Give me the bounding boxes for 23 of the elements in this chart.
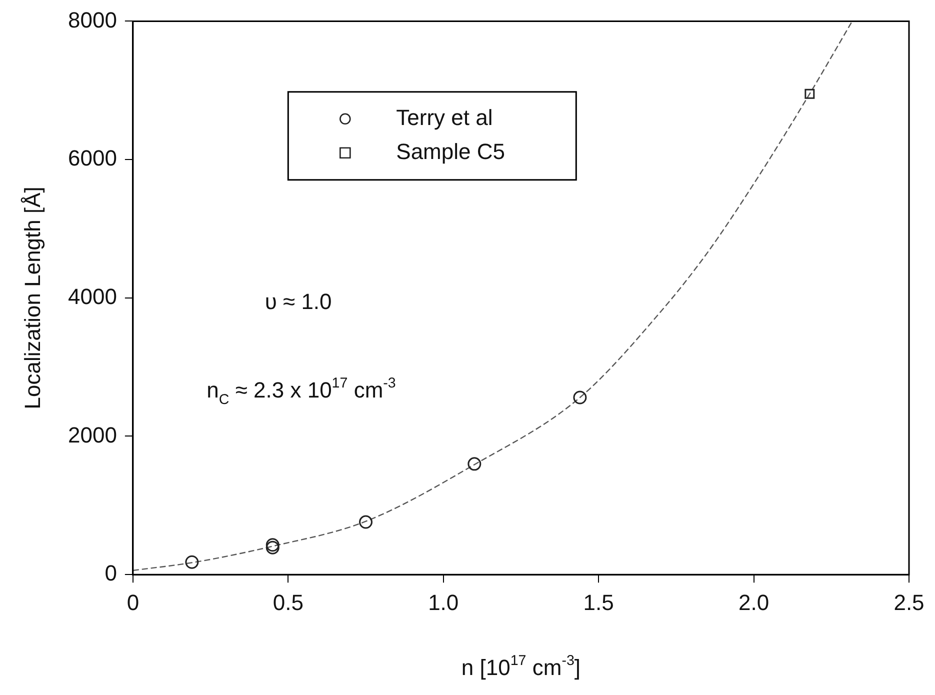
- x-tick-label: 2.5: [894, 590, 924, 615]
- y-tick-label: 2000: [68, 422, 117, 448]
- point: [804, 88, 815, 99]
- x-tick-label: 1.5: [583, 590, 614, 615]
- point: [266, 540, 280, 554]
- x-tick-label: 0.5: [272, 590, 304, 615]
- x-tick-label: 2.0: [738, 590, 770, 615]
- annotation: υ ≈ 1.0: [264, 288, 332, 314]
- y-tick-label: 0: [104, 560, 117, 586]
- x-tick-label: 1.0: [428, 590, 459, 615]
- y-axis-title: Localization Length [Å]: [20, 186, 45, 410]
- y-tick-label: 6000: [68, 146, 117, 171]
- point: [359, 515, 373, 529]
- point: [266, 538, 280, 552]
- point: [468, 457, 482, 471]
- y-tick-label: 8000: [68, 7, 117, 32]
- point: [185, 555, 199, 569]
- x-tick-label: 0: [126, 590, 140, 615]
- legend-label: Terry et al: [396, 104, 493, 130]
- legend-label: Sample C5: [396, 138, 505, 164]
- point: [573, 390, 587, 404]
- y-tick-label: 4000: [68, 284, 117, 309]
- line-series: [132, 21, 853, 572]
